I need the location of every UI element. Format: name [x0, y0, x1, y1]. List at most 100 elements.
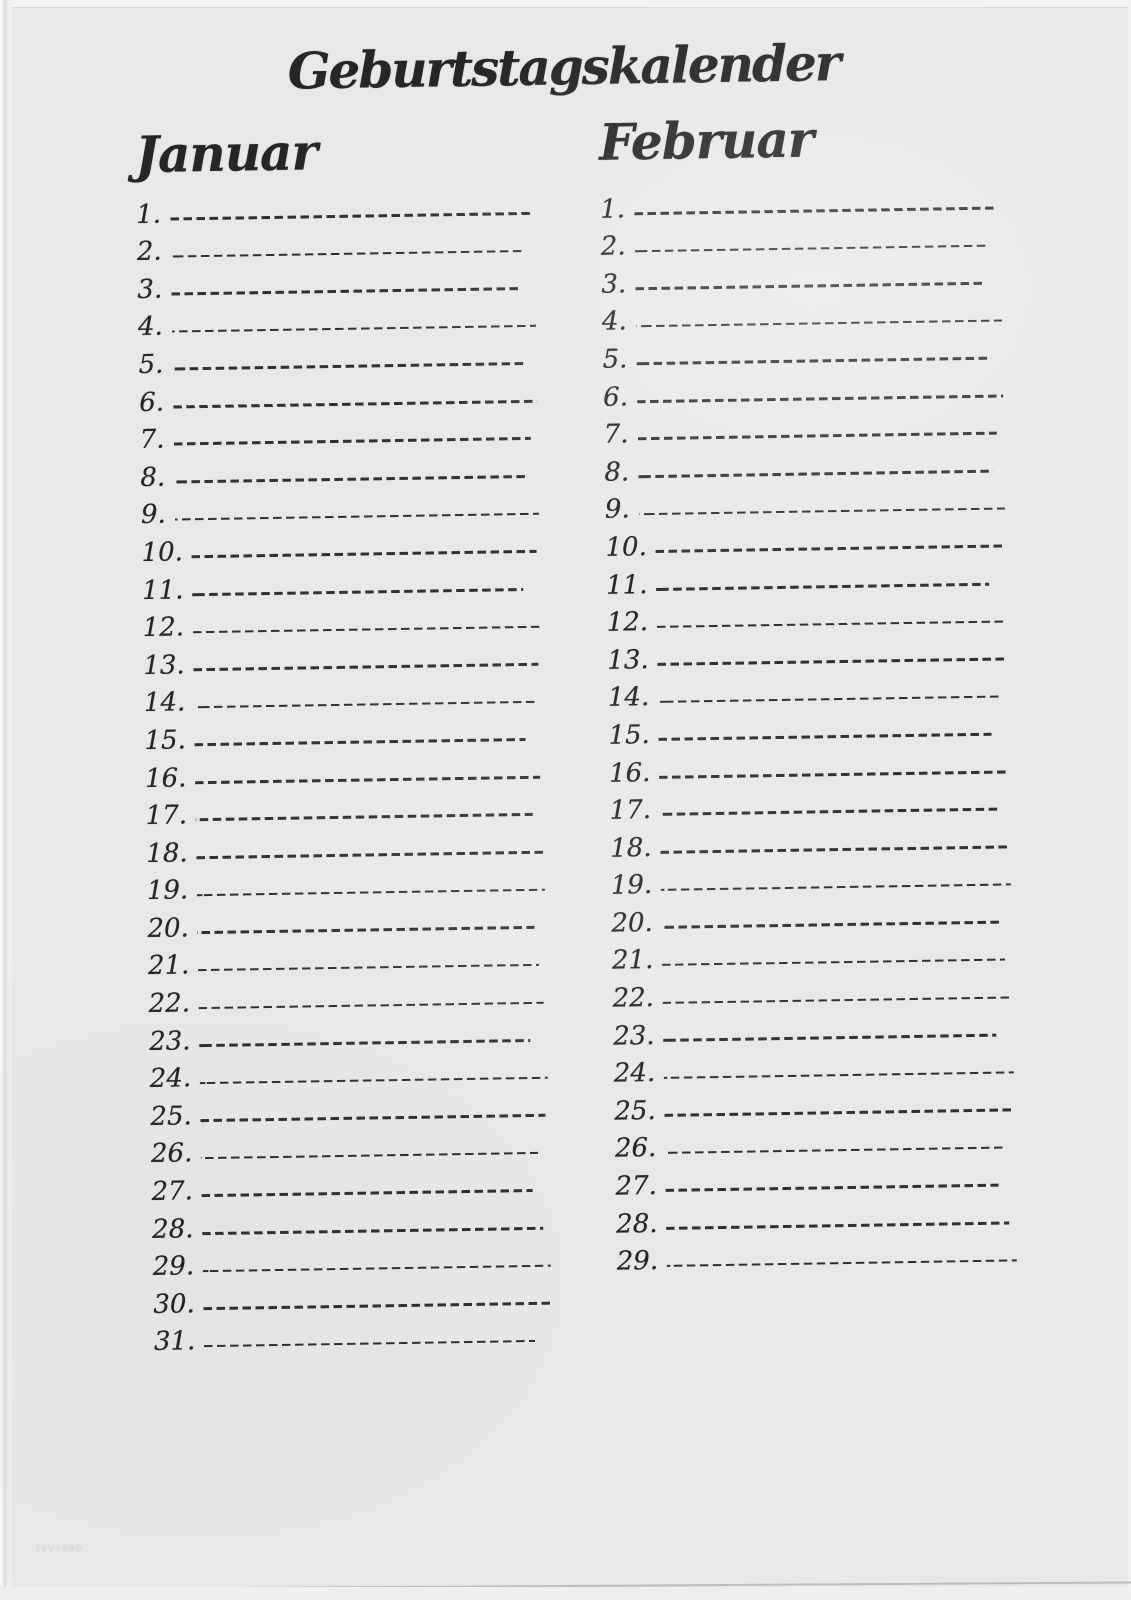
day-row: 11. [606, 559, 1007, 603]
day-row: 5. [602, 334, 1003, 378]
month-title-februar: Februar [598, 109, 814, 172]
entry-line [170, 211, 532, 221]
day-number: 21. [611, 945, 654, 977]
day-number: 18. [610, 832, 652, 864]
day-number: 24. [613, 1058, 656, 1089]
entry-line [174, 512, 539, 521]
day-list-februar: 1. 2. 3. 4. 5. 6. 7. 8. 9. 10. 11. 12. 13. 14. 15. 16. 1… [600, 183, 1017, 1279]
day-row: 18. [146, 828, 545, 872]
entry-line [193, 662, 539, 671]
day-number: 7. [603, 419, 629, 450]
day-row: 19. [611, 860, 1012, 904]
day-row: 10. [605, 522, 1006, 566]
day-number: 20. [147, 913, 190, 944]
entry-line [201, 1189, 533, 1198]
day-number: 18. [146, 838, 188, 869]
day-number: 31. [153, 1326, 196, 1358]
day-number: 17. [145, 800, 188, 832]
entry-line [191, 550, 537, 559]
entry-line [658, 732, 992, 741]
entry-line [660, 845, 1011, 854]
day-row: 28. [152, 1204, 551, 1248]
page-title: Geburtstagskalender [287, 33, 840, 101]
entry-line [173, 437, 531, 446]
entry-line [656, 582, 990, 591]
entry-line [663, 1033, 997, 1042]
day-row: 31. [154, 1316, 553, 1360]
month-column-februar: Februar 1. 2. 3. 4. 5. 6. 7. 8. 9. 10. 11. 12. 13. 14… [598, 109, 1017, 1277]
entry-line [659, 770, 1007, 779]
day-number: 25. [150, 1101, 192, 1132]
day-number: 6. [138, 387, 165, 418]
day-row: 6. [603, 371, 1004, 415]
day-number: 10. [141, 537, 184, 568]
day-number: 3. [137, 274, 163, 305]
entry-line [638, 507, 1005, 516]
day-row: 11. [142, 565, 541, 609]
day-row: 27. [615, 1161, 1016, 1205]
day-number: 28. [151, 1213, 194, 1245]
day-number: 1. [135, 199, 162, 230]
entry-line [171, 324, 537, 333]
month-column-januar: Januar 1. 2. 3. 4. 5. 6. 7. 8. 9. 10. 11. 12. 13. 14.… [135, 122, 552, 1357]
day-number: 12. [606, 607, 649, 638]
entry-line [660, 807, 999, 817]
day-row: 9. [605, 484, 1006, 528]
day-row: 12. [606, 597, 1007, 641]
entry-line [197, 888, 545, 897]
day-number: 6. [602, 381, 629, 413]
day-number: 9. [140, 499, 166, 531]
day-row: 12. [142, 602, 541, 646]
day-number: 14. [143, 687, 186, 719]
day-number: 9. [604, 494, 630, 526]
day-number: 5. [602, 344, 628, 375]
entry-line [203, 1264, 551, 1273]
day-row: 15. [144, 715, 543, 759]
day-row: 22. [148, 978, 547, 1022]
day-row: 1. [136, 189, 535, 233]
day-number: 4. [601, 306, 628, 338]
day-number: 12. [142, 612, 185, 644]
day-number: 30. [153, 1289, 195, 1320]
day-row: 28. [616, 1198, 1017, 1242]
entry-line [171, 287, 519, 296]
entry-line [657, 620, 1007, 629]
day-row: 23. [613, 1010, 1014, 1054]
day-number: 11. [605, 569, 648, 601]
day-number: 10. [605, 532, 648, 563]
entry-line [193, 625, 541, 634]
entry-line [655, 544, 1003, 553]
day-number: 21. [147, 950, 190, 982]
day-number: 27. [151, 1176, 194, 1207]
day-row: 1. [600, 183, 1001, 227]
day-number: 23. [612, 1020, 655, 1052]
day-row: 29. [152, 1241, 551, 1285]
day-row: 17. [145, 790, 544, 834]
day-row: 13. [607, 635, 1008, 679]
day-number: 13. [607, 644, 649, 676]
day-row: 14. [608, 672, 1009, 716]
day-row: 15. [608, 710, 1009, 754]
day-row: 7. [603, 409, 1004, 453]
day-row: 30. [153, 1279, 552, 1323]
day-number: 20. [611, 907, 654, 939]
day-number: 19. [146, 875, 189, 907]
day-number: 2. [136, 236, 162, 268]
day-row: 25. [614, 1086, 1015, 1130]
day-number: 25. [614, 1095, 656, 1127]
entry-line [172, 362, 526, 371]
day-row: 20. [147, 903, 546, 947]
entry-line [194, 738, 526, 747]
day-number: 2. [600, 231, 626, 262]
day-row: 17. [609, 785, 1010, 829]
day-number: 29. [616, 1246, 659, 1277]
watermark-text: tyyvexo [35, 1540, 83, 1555]
entry-line [170, 249, 524, 258]
day-row: 24. [613, 1048, 1014, 1092]
day-row: 4. [602, 296, 1003, 340]
day-row: 26. [151, 1129, 550, 1173]
entry-line [666, 1221, 1010, 1230]
day-row: 21. [148, 941, 547, 985]
